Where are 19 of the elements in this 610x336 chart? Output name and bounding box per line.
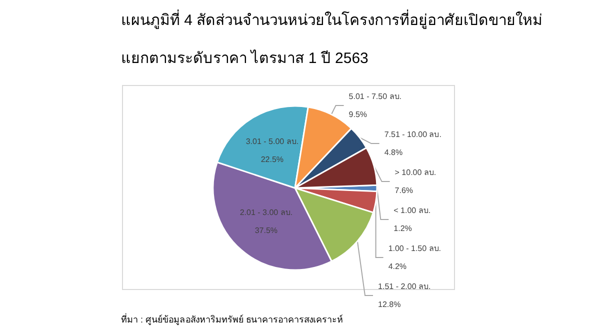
slice-label: 1.00 - 1.50 ลบ. xyxy=(388,244,442,254)
slice-label: 3.01 - 5.00 ลบ. xyxy=(246,136,299,146)
data-label: 37.5% xyxy=(254,226,278,235)
slice-label: 2.01 - 3.00 ลบ. xyxy=(240,208,293,217)
slice-label: 5.01 - 7.50 ลบ. xyxy=(348,92,402,102)
data-label: 22.5% xyxy=(260,154,284,164)
data-label: 7.6% xyxy=(394,186,414,196)
slice-label: 1.51 - 2.00 ลบ. xyxy=(378,282,431,292)
chart-subtitle: แยกตามระดับราคา ไตรมาส 1 ปี 2563 xyxy=(121,49,368,67)
slice-label: 7.51 - 10.00 ลบ. xyxy=(384,130,442,140)
data-label: 4.2% xyxy=(388,262,407,272)
data-label: 12.8% xyxy=(378,300,401,310)
slice-label: < 1.00 ลบ. xyxy=(394,206,431,216)
data-label: 1.2% xyxy=(394,224,412,234)
text: ที่มา : ศูนย์ข้อมูลอสังหาริมทรัพย์ ธนาคารอาคารสงเคราะห์ xyxy=(121,312,344,326)
slice-label: > 10.00 ลบ. xyxy=(394,168,436,178)
data-label: 9.5% xyxy=(348,110,368,120)
data-label: 4.8% xyxy=(384,148,403,158)
chart-title: แผนภูมิที่ 4 สัดส่วนจำนวนหน่วยในโครงการที่อยู่อาศัยเปิดขายใหม่ xyxy=(121,9,543,29)
